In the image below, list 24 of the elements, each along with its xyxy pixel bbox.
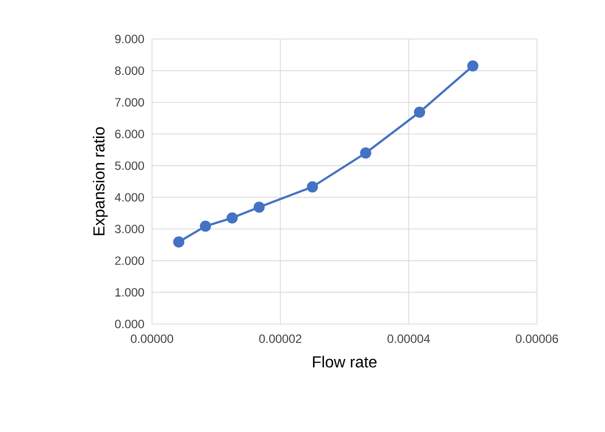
y-tick-label: 7.000 bbox=[115, 98, 144, 107]
point bbox=[467, 60, 478, 72]
point bbox=[173, 236, 184, 248]
y-tick-label: 8.000 bbox=[115, 66, 144, 75]
y-tick-label: 3.000 bbox=[115, 224, 144, 234]
y-tick-label: 5.000 bbox=[115, 161, 144, 170]
x-tick-label: 0.00006 bbox=[516, 334, 558, 343]
y-tick-label: 4.000 bbox=[114, 193, 144, 202]
point bbox=[414, 106, 426, 118]
x-tick-label: 0.00002 bbox=[259, 334, 302, 343]
x-tick-label: 0.00004 bbox=[388, 334, 430, 343]
point bbox=[200, 220, 212, 232]
y-tick-label: 2.000 bbox=[115, 256, 144, 265]
y-tick-label: 6.000 bbox=[115, 130, 144, 138]
y-tick-label: 9.000 bbox=[115, 34, 144, 44]
point bbox=[306, 181, 318, 192]
x-axis-title: Flow rate bbox=[313, 356, 377, 368]
y-axis-title: Expansion ratio bbox=[92, 127, 108, 236]
y-tick-label: 0.000 bbox=[115, 320, 144, 328]
y-tick-label: 1.000 bbox=[115, 288, 144, 297]
point bbox=[360, 147, 372, 159]
point bbox=[254, 202, 265, 213]
point bbox=[226, 212, 238, 224]
x-tick-label: 0.00000 bbox=[130, 334, 174, 343]
